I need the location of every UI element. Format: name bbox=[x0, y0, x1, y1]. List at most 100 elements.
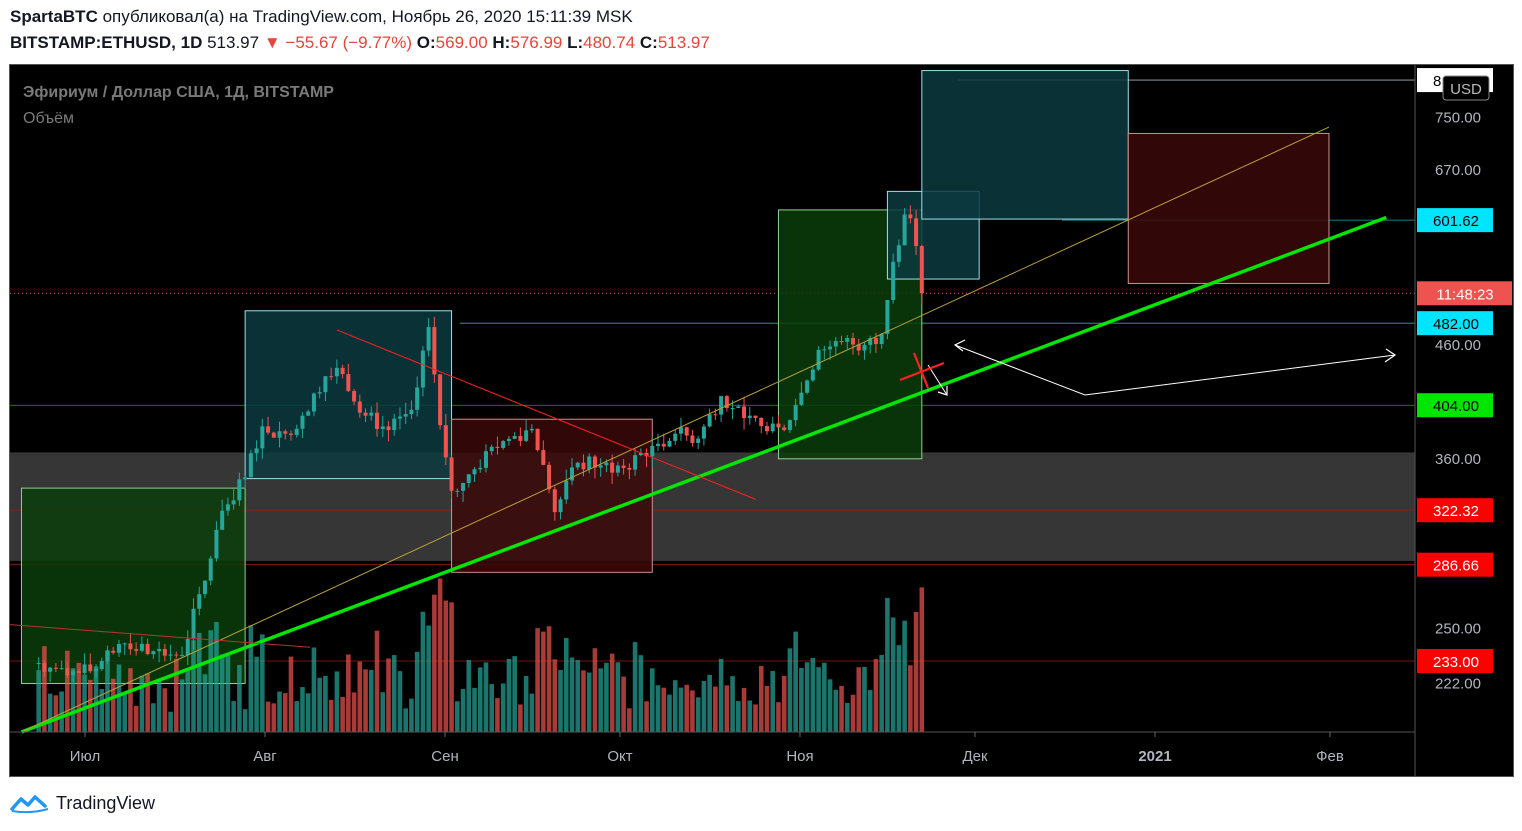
volume-bar bbox=[374, 630, 380, 732]
candle-body bbox=[656, 443, 661, 447]
candle-body bbox=[82, 664, 87, 673]
candle-body bbox=[397, 416, 402, 419]
volume-bar bbox=[409, 698, 414, 732]
candle-body bbox=[776, 423, 781, 428]
candle-body bbox=[277, 431, 282, 438]
candle-body bbox=[799, 392, 804, 405]
volume-bar bbox=[426, 625, 431, 732]
price-chart[interactable]: 750.00670.00460.00360.00250.00222.00813.… bbox=[10, 65, 1514, 777]
volume-bar bbox=[42, 646, 47, 732]
candle-body bbox=[661, 443, 666, 447]
volume-bar bbox=[563, 637, 569, 732]
author-name[interactable]: SpartaBTC bbox=[10, 7, 98, 26]
price-tick: 670.00 bbox=[1435, 162, 1481, 179]
candle-body bbox=[483, 451, 488, 468]
candle-body bbox=[94, 669, 99, 672]
candle-body bbox=[621, 465, 626, 468]
volume-bar bbox=[466, 660, 472, 732]
candle-body bbox=[443, 425, 448, 458]
volume-bar bbox=[437, 578, 443, 732]
volume-bar bbox=[323, 676, 328, 732]
volume-bar bbox=[156, 681, 162, 732]
currency-label: USD bbox=[1450, 81, 1482, 98]
candle-body bbox=[139, 643, 144, 651]
volume-bar bbox=[151, 703, 156, 732]
candle-body bbox=[833, 341, 838, 347]
volume-bar bbox=[179, 679, 185, 732]
candle-body bbox=[839, 341, 844, 343]
volume-bar bbox=[862, 666, 867, 732]
candle-body bbox=[271, 432, 276, 438]
volume-bar bbox=[839, 685, 844, 732]
candle-body bbox=[432, 327, 437, 375]
resistance-line bbox=[10, 624, 311, 648]
footer: TradingView bbox=[10, 792, 155, 814]
chart-frame[interactable]: 750.00670.00460.00360.00250.00222.00813.… bbox=[9, 64, 1514, 777]
candle-body bbox=[134, 649, 139, 651]
volume-bar bbox=[690, 690, 695, 732]
candle-body bbox=[850, 338, 856, 345]
candle-body bbox=[541, 450, 546, 465]
price-badge bbox=[1417, 393, 1493, 418]
candle-body bbox=[36, 663, 41, 665]
currency-button[interactable]: USD bbox=[1442, 75, 1490, 101]
volume-bar bbox=[254, 656, 259, 732]
candle-body bbox=[71, 671, 76, 676]
volume-bar bbox=[741, 687, 747, 732]
candle-body bbox=[111, 650, 116, 653]
candle-body bbox=[53, 667, 58, 669]
volume-bar bbox=[758, 665, 764, 732]
volume-bar bbox=[386, 658, 391, 732]
volume-bar bbox=[512, 656, 517, 732]
candle-body bbox=[208, 558, 213, 581]
candle-body bbox=[501, 441, 506, 448]
volume-bar bbox=[913, 612, 919, 732]
candle-body bbox=[724, 396, 729, 409]
candle-body bbox=[633, 455, 638, 470]
price-badge-label: 482.00 bbox=[1433, 316, 1479, 333]
volume-bar bbox=[523, 676, 529, 732]
volume-bar bbox=[432, 594, 437, 732]
volume-bar bbox=[380, 692, 386, 732]
candle-body bbox=[730, 408, 735, 410]
price-badge bbox=[1417, 552, 1493, 577]
candle-body bbox=[300, 415, 305, 429]
time-label: Июл bbox=[70, 748, 100, 765]
candle-body bbox=[174, 654, 179, 656]
volume-bar bbox=[391, 655, 397, 732]
volume-bar bbox=[649, 668, 655, 732]
candle-body bbox=[558, 499, 563, 513]
volume-bar bbox=[300, 687, 305, 732]
down-arrow-line bbox=[927, 364, 948, 396]
candle-body bbox=[816, 349, 821, 370]
volume-bar bbox=[867, 690, 873, 732]
volume-bar bbox=[248, 625, 254, 732]
time-label: Фев bbox=[1316, 748, 1344, 765]
candle-body bbox=[294, 428, 299, 435]
volume-bar bbox=[219, 654, 225, 732]
volume-bar bbox=[403, 708, 408, 732]
candle-body bbox=[449, 457, 454, 491]
candle-body bbox=[489, 446, 494, 452]
volume-bar bbox=[443, 600, 449, 732]
price-badge-label: 233.00 bbox=[1433, 654, 1479, 671]
footer-brand[interactable]: TradingView bbox=[56, 792, 156, 813]
candle-body bbox=[438, 374, 443, 426]
volume-bar bbox=[787, 648, 793, 732]
volume-bar bbox=[237, 665, 242, 732]
volume-bar bbox=[896, 645, 902, 732]
volume-bar bbox=[632, 642, 638, 732]
candle-body bbox=[512, 435, 517, 439]
candle-body bbox=[604, 462, 609, 466]
candle-body bbox=[552, 489, 557, 513]
volume-bar bbox=[695, 697, 701, 732]
candle-body bbox=[478, 467, 483, 470]
candle-body bbox=[764, 426, 769, 432]
candle-body bbox=[42, 663, 47, 672]
annotation-box bbox=[1127, 132, 1330, 284]
volume-bar bbox=[449, 602, 454, 732]
price-badge bbox=[1417, 649, 1493, 674]
volume-bar bbox=[621, 676, 626, 732]
candle-body bbox=[311, 393, 316, 412]
volume-bar bbox=[185, 668, 191, 732]
